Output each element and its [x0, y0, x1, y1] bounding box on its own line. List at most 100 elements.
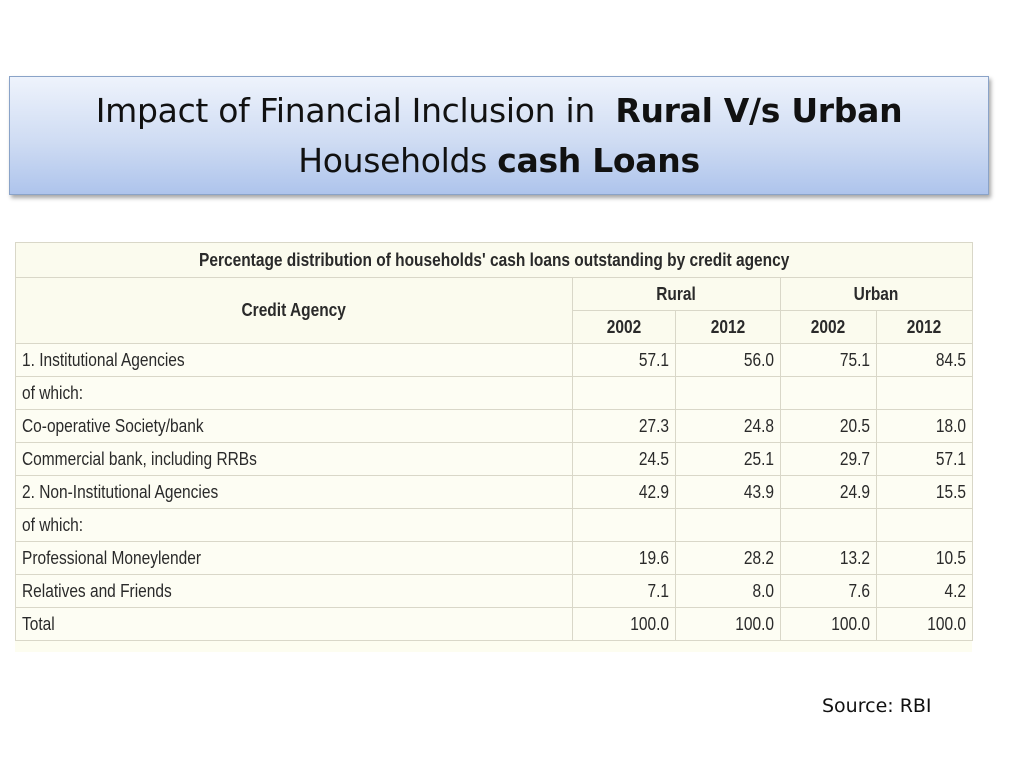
header-year-text: 2012 — [710, 316, 746, 337]
header-year-text: 2002 — [811, 316, 846, 337]
row-label: Total — [15, 607, 573, 641]
row-value — [572, 508, 676, 542]
loans-table: Percentage distribution of households' c… — [15, 242, 973, 641]
row-label: 1. Institutional Agencies — [15, 343, 573, 377]
row-value-text: 100.0 — [831, 613, 870, 634]
header-credit-agency: Credit Agency — [15, 277, 573, 344]
table-row: Professional Moneylender 19.6 28.2 13.2 10.5 — [15, 541, 973, 575]
row-value: 43.9 — [675, 475, 781, 509]
row-value: 20.5 — [780, 409, 877, 443]
row-label-text: of which: — [22, 514, 84, 535]
header-row-years: 2002 2012 2002 2012 — [16, 310, 973, 344]
row-label-text: 2. Non-Institutional Agencies — [22, 481, 219, 502]
row-value-text: 28.2 — [743, 547, 774, 568]
row-value-text: 25.1 — [743, 448, 774, 469]
row-value-text: 100.0 — [735, 613, 774, 634]
row-value-text: 20.5 — [839, 415, 870, 436]
slide-title-box: Impact of Financial Inclusion in Rural V… — [9, 76, 989, 195]
row-label: of which: — [15, 508, 573, 542]
row-value: 4.2 — [876, 574, 973, 608]
row-label: 2. Non-Institutional Agencies — [15, 475, 573, 509]
loans-table-container: Percentage distribution of households' c… — [15, 242, 973, 652]
row-label-text: 1. Institutional Agencies — [22, 349, 185, 370]
table-row: 1. Institutional Agencies 57.1 56.0 75.1 84.… — [15, 343, 973, 377]
header-rural: Rural — [572, 277, 781, 311]
header-row-groups: Credit Agency Rural Urban — [15, 277, 973, 344]
row-value — [675, 508, 781, 542]
row-value-text: 57.1 — [638, 349, 669, 370]
table-row: of which: — [15, 508, 973, 542]
row-value: 15.5 — [876, 475, 973, 509]
row-value-text: 84.5 — [935, 349, 966, 370]
table-body: 1. Institutional Agencies 57.1 56.0 75.1 84.… — [15, 343, 973, 641]
row-label-text: Total — [22, 613, 55, 634]
row-value-text: 10.5 — [935, 547, 966, 568]
table-caption-row: Percentage distribution of households' c… — [15, 242, 973, 278]
header-credit-agency-text: Credit Agency — [241, 300, 347, 320]
title-part-2: Households — [298, 140, 488, 180]
title-bold-2: cash Loans — [497, 140, 700, 180]
row-value: 100.0 — [780, 607, 877, 641]
row-value-text: 24.8 — [743, 415, 774, 436]
row-value-text: 100.0 — [630, 613, 669, 634]
title-bold-1: Rural V/s Urban — [615, 90, 903, 130]
row-value-text: 100.0 — [927, 613, 966, 634]
row-label: Co-operative Society/bank — [15, 409, 573, 443]
row-label-text: Co-operative Society/bank — [22, 415, 204, 436]
row-value: 100.0 — [675, 607, 781, 641]
table-caption-text: Percentage distribution of households' c… — [198, 249, 790, 270]
row-value-text: 27.3 — [638, 415, 669, 436]
row-value-text: 7.6 — [848, 580, 870, 601]
row-label: of which: — [15, 376, 573, 410]
row-value-text: 24.9 — [839, 481, 870, 502]
table-caption: Percentage distribution of households' c… — [15, 242, 973, 278]
table-row: of which: — [15, 376, 973, 410]
table-row: 2. Non-Institutional Agencies 42.9 43.9 24.… — [15, 475, 973, 509]
row-value — [572, 376, 676, 410]
row-value-text: 29.7 — [839, 448, 870, 469]
row-label-text: Commercial bank, including RRBs — [22, 448, 257, 469]
row-value: 84.5 — [876, 343, 973, 377]
row-value: 24.8 — [675, 409, 781, 443]
row-label-text: of which: — [22, 382, 84, 403]
row-value-text: 57.1 — [935, 448, 966, 469]
row-value: 29.7 — [780, 442, 877, 476]
row-value-text: 75.1 — [839, 349, 870, 370]
header-year: 2002 — [572, 310, 676, 344]
row-value-text: 8.0 — [752, 580, 774, 601]
header-year: 2012 — [675, 310, 781, 344]
row-value-text: 24.5 — [638, 448, 669, 469]
row-value-text: 7.1 — [647, 580, 669, 601]
row-value: 57.1 — [876, 442, 973, 476]
header-year: 2012 — [876, 310, 973, 344]
header-urban: Urban — [780, 277, 973, 311]
row-value: 100.0 — [572, 607, 676, 641]
slide-title: Impact of Financial Inclusion in Rural V… — [96, 86, 903, 186]
row-value — [675, 376, 781, 410]
row-value-text: 13.2 — [839, 547, 870, 568]
row-value: 13.2 — [780, 541, 877, 575]
row-value-text: 18.0 — [935, 415, 966, 436]
row-label: Relatives and Friends — [15, 574, 573, 608]
row-value: 25.1 — [675, 442, 781, 476]
row-value: 27.3 — [572, 409, 676, 443]
row-value: 7.1 — [572, 574, 676, 608]
row-value: 28.2 — [675, 541, 781, 575]
row-label: Commercial bank, including RRBs — [15, 442, 573, 476]
table-row: Total 100.0 100.0 100.0 100.0 — [15, 607, 973, 641]
row-value — [780, 376, 877, 410]
row-value-text: 56.0 — [743, 349, 774, 370]
row-label-text: Professional Moneylender — [22, 547, 201, 568]
table-row: Relatives and Friends 7.1 8.0 7.6 4.2 — [15, 574, 973, 608]
row-value: 24.9 — [780, 475, 877, 509]
header-urban-text: Urban — [854, 283, 899, 304]
row-value: 24.5 — [572, 442, 676, 476]
row-value-text: 4.2 — [944, 580, 966, 601]
row-label: Professional Moneylender — [15, 541, 573, 575]
row-value: 75.1 — [780, 343, 877, 377]
row-value-text: 42.9 — [638, 481, 669, 502]
header-year-text: 2002 — [606, 316, 642, 337]
header-year: 2002 — [780, 310, 877, 344]
row-value-text: 43.9 — [743, 481, 774, 502]
row-value: 10.5 — [876, 541, 973, 575]
